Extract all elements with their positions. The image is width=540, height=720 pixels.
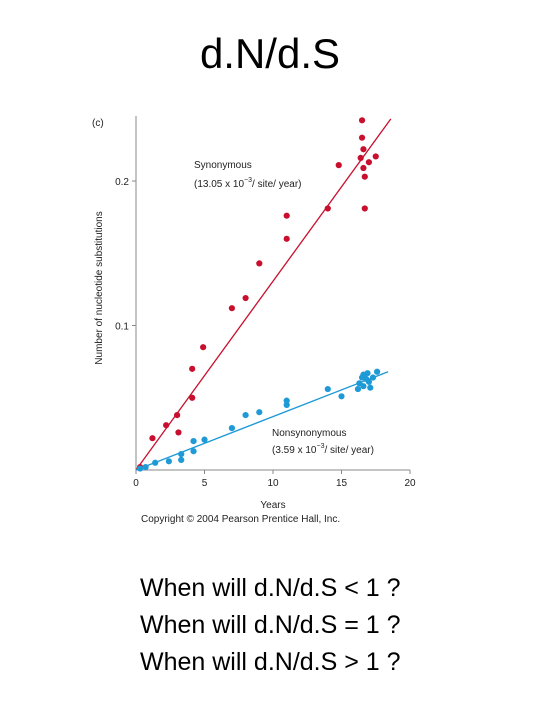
slide-title: d.N/d.S: [199, 30, 341, 77]
synonymous-data-point: [283, 212, 290, 219]
x-tick-label: 20: [404, 478, 416, 489]
y-tick-label: 0.2: [115, 177, 129, 188]
synonymous-data-point: [335, 162, 342, 169]
nonsynonymous-data-point: [374, 368, 381, 375]
nonsynonymous-data-point: [152, 459, 159, 466]
nonsynonymous-data-point: [338, 393, 345, 400]
question-list: When will d.N/d.S < 1 ? When will d.N/d.…: [140, 570, 520, 681]
question-greater-than-one: When will d.N/d.S > 1 ?: [140, 648, 401, 676]
synonymous-data-point: [358, 117, 366, 124]
synonymous-data-point: [324, 205, 331, 212]
question-equal-one: When will d.N/d.S = 1 ?: [140, 611, 401, 639]
nonsynonymous-data-point: [367, 384, 374, 391]
synonymous-data-point: [283, 235, 290, 242]
x-tick-label: 10: [267, 478, 279, 489]
synonymous-data-point: [189, 394, 196, 401]
nonsynonymous-data-point: [201, 436, 208, 443]
synonymous-rate-suffix: / site/ year): [252, 179, 301, 190]
synonymous-legend-name: Synonymous: [194, 160, 252, 171]
nonsynonymous-data-point: [190, 438, 197, 445]
nonsynonymous-data-point: [137, 465, 144, 472]
nonsynonymous-legend-name: Nonsynonymous: [272, 428, 346, 439]
synonymous-data-point: [163, 422, 170, 429]
nonsynonymous-rate-suffix: / site/ year): [324, 445, 373, 456]
y-axis-label: Number of nucleotide substitutions: [94, 211, 105, 364]
nonsynonymous-data-point: [283, 397, 290, 404]
nonsynonymous-data-point: [283, 401, 290, 409]
nonsynonymous-fit-line: [135, 371, 389, 471]
fit-lines: [135, 118, 392, 471]
nonsynonymous-data-point: [365, 378, 372, 385]
nonsynonymous-data-point: [354, 385, 362, 393]
nonsynonymous-rate-exponent: −3: [316, 443, 324, 450]
nonsynonymous-data-point: [178, 451, 185, 458]
nonsynonymous-data-point: [142, 464, 149, 471]
synonymous-data-point: [361, 205, 368, 212]
x-tick-label: 5: [202, 478, 208, 489]
synonymous-data-point: [149, 435, 156, 442]
nonsynonymous-data-point: [228, 424, 235, 432]
x-tick-label: 0: [133, 478, 139, 489]
synonymous-data-point: [357, 154, 364, 162]
nonsynonymous-data-point: [242, 411, 249, 419]
nonsynonymous-legend-rate: (3.59 x 10−3/ site/ year): [272, 443, 374, 456]
synonymous-data-point: [372, 153, 379, 160]
nonsynonymous-data-point: [369, 374, 377, 381]
synonymous-data-point: [360, 146, 367, 153]
synonymous-data-point: [361, 173, 368, 180]
nonsynonymous-data-point: [324, 385, 331, 393]
synonymous-data-point: [365, 159, 372, 166]
scatter-chart: (c) Number of nucleotide substitutions Y…: [92, 116, 416, 525]
panel-label: (c): [92, 118, 104, 129]
nonsynonymous-data-point: [178, 456, 185, 463]
synonymous-data-point: [175, 429, 182, 436]
nonsynonymous-data-point: [165, 458, 172, 465]
nonsynonymous-data-point: [364, 370, 371, 377]
copyright-text: Copyright © 2004 Pearson Prentice Hall, …: [141, 514, 340, 525]
question-less-than-one: When will d.N/d.S < 1 ?: [140, 574, 401, 602]
synonymous-rate-exponent: −3: [244, 177, 252, 184]
nonsynonymous-data-point: [256, 409, 263, 416]
synonymous-data-point: [242, 294, 249, 302]
synonymous-rate-prefix: (13.05 x 10: [194, 179, 244, 190]
chart-figure: (c) Number of nucleotide substitutions Y…: [88, 108, 428, 540]
synonymous-data-point: [360, 164, 367, 172]
synonymous-data-point: [256, 260, 263, 267]
synonymous-legend-rate: (13.05 x 10−3/ site/ year): [194, 177, 302, 190]
synonymous-data-point: [200, 344, 207, 351]
x-tick-label: 15: [336, 478, 348, 489]
nonsynonymous-data-point: [190, 448, 197, 455]
nonsynonymous-rate-prefix: (3.59 x 10: [272, 445, 317, 456]
nonsynonymous-data-point: [360, 383, 367, 390]
synonymous-data-point: [174, 411, 181, 419]
x-axis-label: Years: [260, 500, 285, 511]
synonymous-data-point: [189, 365, 196, 372]
data-points: [137, 117, 381, 472]
synonymous-data-point: [358, 134, 366, 141]
synonymous-data-point: [228, 305, 235, 312]
synonymous-fit-line: [135, 118, 392, 471]
y-tick-label: 0.1: [115, 322, 129, 333]
axis-ticks: 0 5 10 15 20 0.1 0.2: [115, 177, 416, 489]
